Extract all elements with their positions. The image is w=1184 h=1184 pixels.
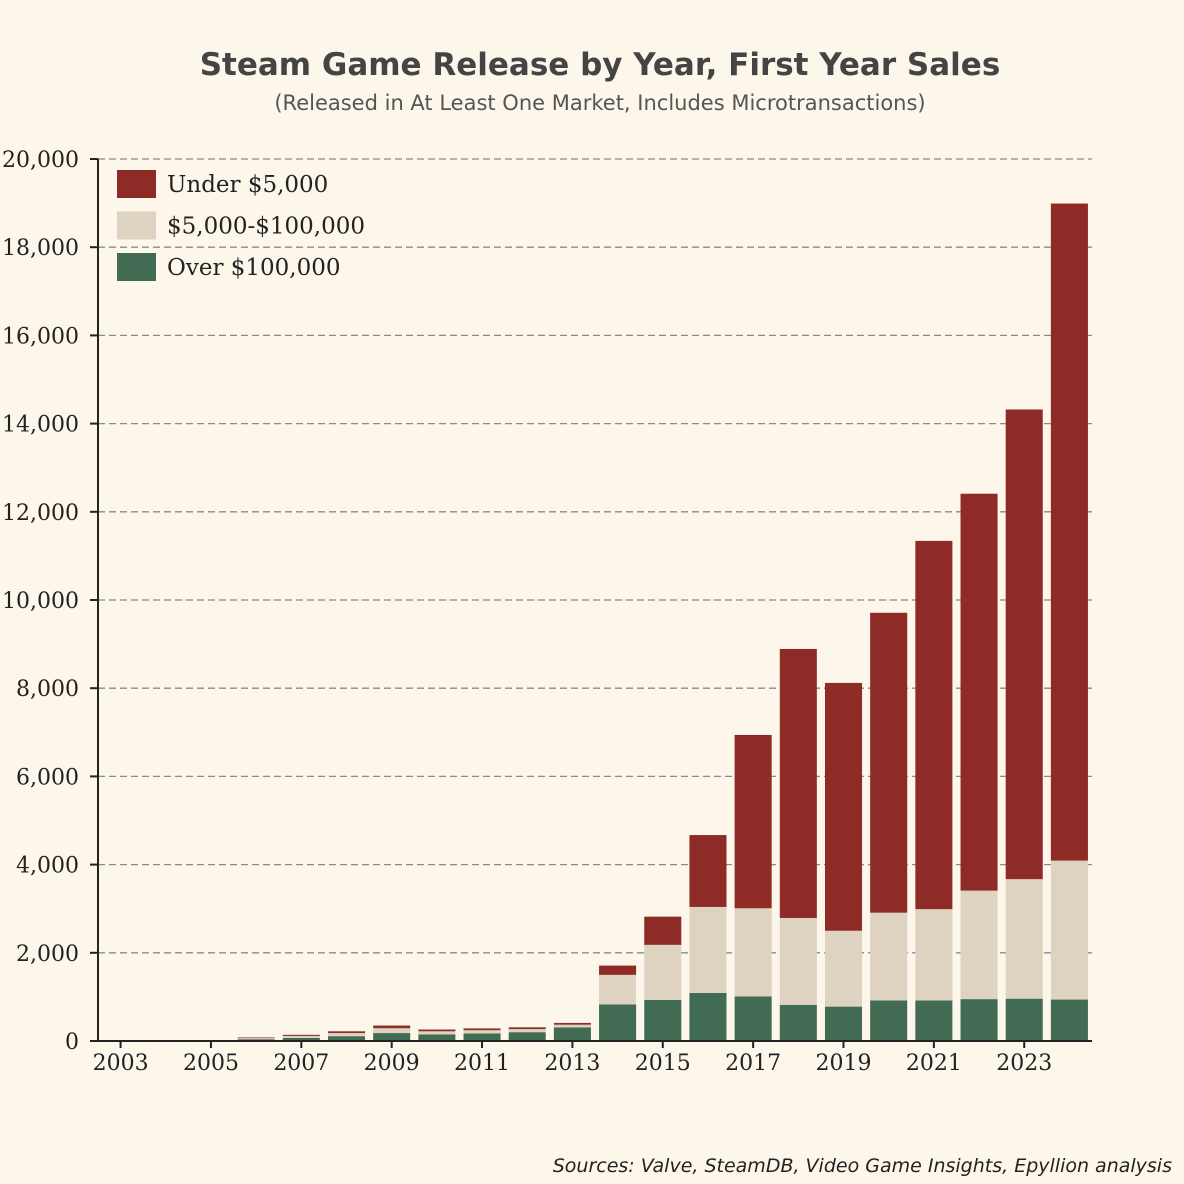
x-tick-label: 2007 [273, 1051, 329, 1076]
bar-2016-series-0 [689, 992, 727, 1041]
bar-2007-series-2 [282, 1034, 320, 1036]
bar-2017-series-0 [734, 996, 772, 1041]
bar-2021-series-2 [915, 540, 953, 910]
y-tick-label: 8,000 [16, 677, 79, 702]
y-tick-label: 20,000 [2, 148, 79, 173]
bar-2019-series-2 [824, 682, 863, 931]
bar-2010-series-1 [418, 1031, 456, 1035]
legend-label-0: Under $5,000 [167, 172, 328, 198]
x-tick-label: 2021 [906, 1051, 962, 1076]
y-tick-label: 10,000 [2, 589, 79, 614]
bar-2011-series-1 [463, 1030, 501, 1034]
x-tick-labels: 2003 2005 2007 2009 2011 2013 2015 2017 2019 2021… [93, 1041, 1052, 1076]
bar-2022-series-0 [960, 999, 998, 1041]
bar-2018-series-0 [779, 1004, 817, 1041]
bar-2012-series-2 [508, 1027, 546, 1030]
bar-2014-series-2 [599, 965, 637, 975]
bar-2022-series-2 [960, 493, 998, 891]
x-tick-label: 2019 [816, 1051, 872, 1076]
bar-2017-series-2 [734, 734, 772, 909]
x-tick-label: 2005 [183, 1051, 239, 1076]
bar-2007-series-0 [282, 1037, 320, 1041]
bars [102, 203, 1088, 1041]
bar-2024-series-1 [1050, 860, 1088, 1000]
bar-2018-series-2 [779, 648, 817, 918]
bar-2009-series-2 [373, 1025, 411, 1029]
bar-2007-series-1 [282, 1035, 320, 1038]
gridlines [98, 158, 1092, 954]
bar-2014-series-0 [599, 1004, 637, 1041]
bar-2012-series-0 [508, 1032, 546, 1041]
x-tick-label: 2017 [725, 1051, 781, 1076]
y-tick-label: 0 [65, 1030, 79, 1055]
bar-2012-series-1 [508, 1029, 546, 1033]
bar-2023-series-1 [1005, 879, 1043, 999]
bar-2008-series-1 [327, 1033, 366, 1037]
bar-2015-series-0 [644, 999, 682, 1041]
bar-2024-series-2 [1050, 203, 1088, 861]
legend-swatch-0 [117, 170, 156, 198]
bar-2020-series-1 [870, 912, 908, 1001]
bar-2023-series-2 [1005, 409, 1043, 880]
legend-swatch-1 [117, 211, 156, 240]
bar-2020-series-2 [870, 612, 908, 913]
bar-2013-series-0 [553, 1027, 591, 1041]
bar-2015-series-1 [644, 944, 682, 1000]
bar-2010-series-2 [418, 1029, 456, 1032]
x-tick-label: 2011 [454, 1051, 510, 1076]
bar-2008-series-0 [327, 1036, 366, 1041]
x-tick-label: 2023 [996, 1051, 1052, 1076]
bar-2021-series-0 [915, 1000, 953, 1041]
x-tick-label: 2013 [544, 1051, 600, 1076]
bar-2016-series-1 [689, 906, 727, 993]
y-tick-label: 18,000 [2, 236, 79, 261]
bar-2019-series-0 [824, 1006, 863, 1041]
y-tick-label: 6,000 [16, 765, 79, 790]
bar-2006-series-1 [237, 1038, 275, 1040]
bar-2015-series-2 [644, 916, 682, 945]
chart-subtitle: (Released in At Least One Market, Includ… [274, 91, 925, 115]
bar-2023-series-0 [1005, 998, 1043, 1041]
bar-2022-series-1 [960, 890, 998, 1000]
bar-2021-series-1 [915, 909, 953, 1001]
bar-2011-series-2 [463, 1028, 501, 1031]
bar-2009-series-1 [373, 1028, 411, 1034]
y-tick-label: 14,000 [2, 413, 79, 438]
legend: Under $5,000 $5,000-$100,000 Over $100,000 [117, 170, 365, 281]
legend-swatch-2 [117, 253, 156, 281]
chart-title: Steam Game Release by Year, First Year S… [200, 47, 1001, 83]
y-tick-label: 2,000 [16, 942, 79, 967]
bar-2019-series-1 [824, 930, 863, 1007]
y-tick-labels: 0 2,000 4,000 6,000 8,000 10,000 12,000 14,000 1… [2, 148, 98, 1055]
x-tick-label: 2009 [364, 1051, 420, 1076]
y-tick-label: 12,000 [2, 501, 79, 526]
y-tick-label: 16,000 [2, 324, 79, 349]
bar-2017-series-1 [734, 908, 772, 997]
bar-2006-series-2 [237, 1037, 275, 1039]
bar-2024-series-0 [1050, 999, 1088, 1041]
legend-label-2: Over $100,000 [167, 255, 341, 281]
bar-2011-series-0 [463, 1033, 501, 1041]
x-tick-label: 2003 [93, 1051, 149, 1076]
bar-2013-series-1 [553, 1024, 591, 1028]
bar-2016-series-2 [689, 835, 727, 907]
bar-2009-series-0 [373, 1033, 411, 1041]
bar-2013-series-2 [553, 1022, 591, 1025]
y-tick-label: 4,000 [16, 854, 79, 879]
source-note: Sources: Valve, SteamDB, Video Game Insi… [553, 1155, 1172, 1177]
x-tick-label: 2015 [635, 1051, 691, 1076]
bar-2020-series-0 [870, 1000, 908, 1041]
bar-2010-series-0 [418, 1034, 456, 1041]
bar-2008-series-2 [327, 1031, 366, 1034]
legend-label-1: $5,000-$100,000 [167, 214, 365, 240]
bar-2014-series-1 [599, 974, 637, 1005]
bar-2018-series-1 [779, 917, 817, 1005]
